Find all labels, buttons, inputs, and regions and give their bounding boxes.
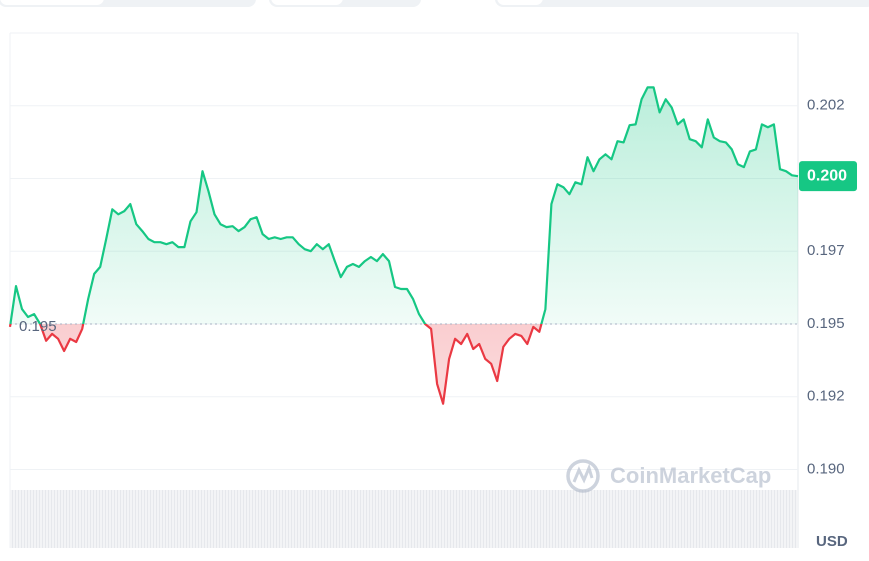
baseline-label: 0.195 <box>19 318 57 335</box>
tab-active[interactable] <box>271 0 343 5</box>
watermark: CoinMarketCap <box>566 459 771 493</box>
y-tick-label: 0.202 <box>807 97 845 114</box>
last-price-label: 0.200 <box>807 167 847 184</box>
price-area <box>10 87 798 404</box>
y-tick-label: 0.192 <box>807 388 845 405</box>
tab-active[interactable] <box>0 0 104 5</box>
price-line <box>8 86 799 405</box>
tab[interactable] <box>495 0 869 7</box>
last-price-tag <box>799 161 857 192</box>
watermark-text: CoinMarketCap <box>610 463 771 488</box>
y-tick-label: 0.197 <box>807 242 845 259</box>
volume-band <box>10 490 798 548</box>
y-tick-label: 0.190 <box>807 460 845 477</box>
tab-active[interactable] <box>497 0 543 5</box>
y-tick-label: 0.195 <box>807 315 845 332</box>
currency-label: USD <box>816 533 848 550</box>
